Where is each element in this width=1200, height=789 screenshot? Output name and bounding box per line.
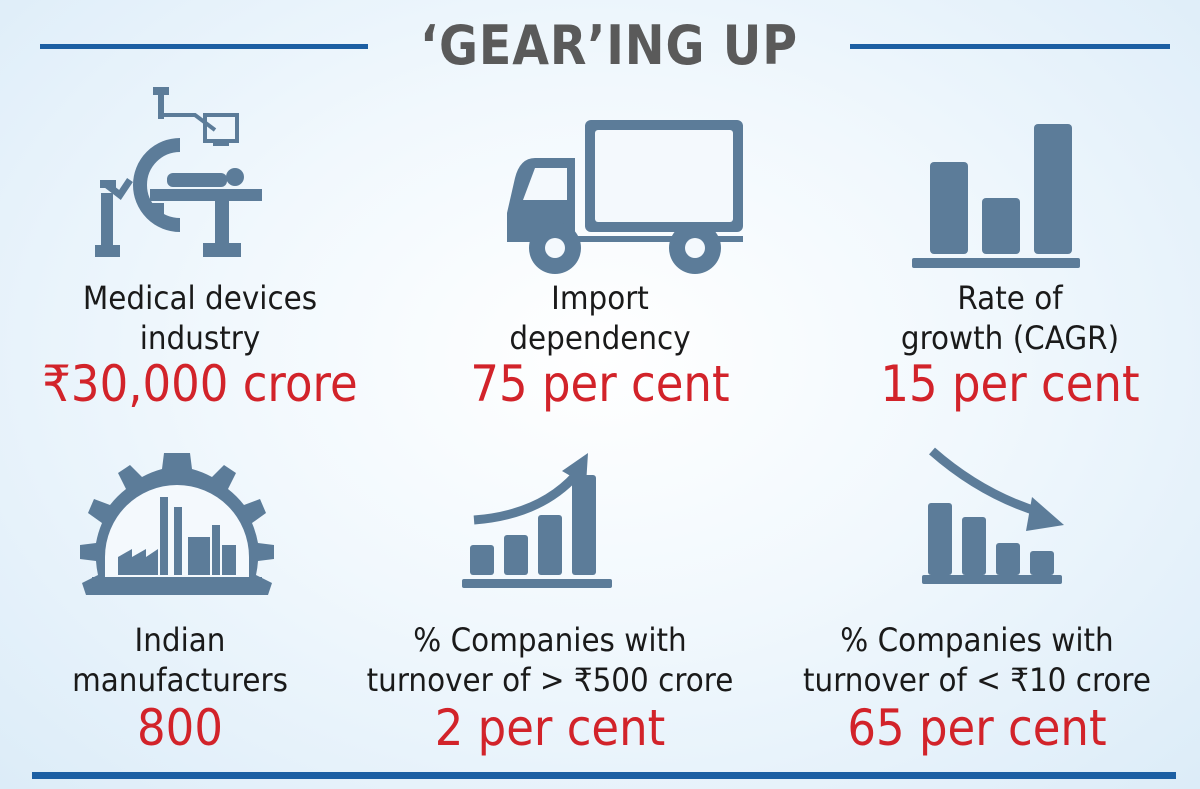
title-rule-right [850,44,1170,49]
stat-label-line1: % Companies with [413,621,687,659]
stat-label-line2: growth (CAGR) [900,319,1120,357]
stat-label-line2: turnover of < ₹10 crore [803,661,1151,699]
truck-icon [507,120,743,274]
stat-value: 65 per cent [847,699,1107,757]
stat-label-line2: turnover of > ₹500 crore [366,661,734,699]
stat-card-indian-manufacturers: Indian manufacturers 800 [0,0,380,789]
stat-label-line2: manufacturers [72,661,288,699]
stat-card-import-dependency: Import dependency 75 per cent [400,0,800,412]
stat-value: ₹30,000 crore [42,355,358,413]
stat-value: 75 per cent [470,355,730,413]
bottom-rule [32,772,1176,779]
stat-label-line1: % Companies with [840,621,1114,659]
stat-value: 800 [137,699,223,757]
stat-value: 15 per cent [880,355,1140,413]
stat-card-companies-below-10-crore: % Companies with turnover of < ₹10 crore… [777,0,1177,789]
rising-bars-icon [462,453,612,588]
medical-equipment-icon [95,87,262,257]
stat-value: 2 per cent [434,699,666,757]
bar-chart-icon [912,124,1080,268]
stat-card-rate-of-growth: Rate of growth (CAGR) 15 per cent [810,0,1200,412]
title-rule-left [40,44,368,49]
stat-label-line1: Rate of [957,279,1063,317]
stat-label-line1: Indian [134,621,226,659]
stat-card-companies-above-500-crore: % Companies with turnover of > ₹500 cror… [350,0,750,789]
stat-label-line2: industry [139,319,261,357]
page-title: ‘GEAR’ING UP [420,14,798,77]
falling-bars-icon [922,447,1064,584]
stat-label-line1: Medical devices [82,279,318,317]
gear-factory-icon [80,453,274,595]
stat-label-line1: Import [551,279,649,317]
stat-card-medical-devices: Medical devices industry ₹30,000 crore [0,0,400,412]
stat-label-line2: dependency [509,319,691,357]
